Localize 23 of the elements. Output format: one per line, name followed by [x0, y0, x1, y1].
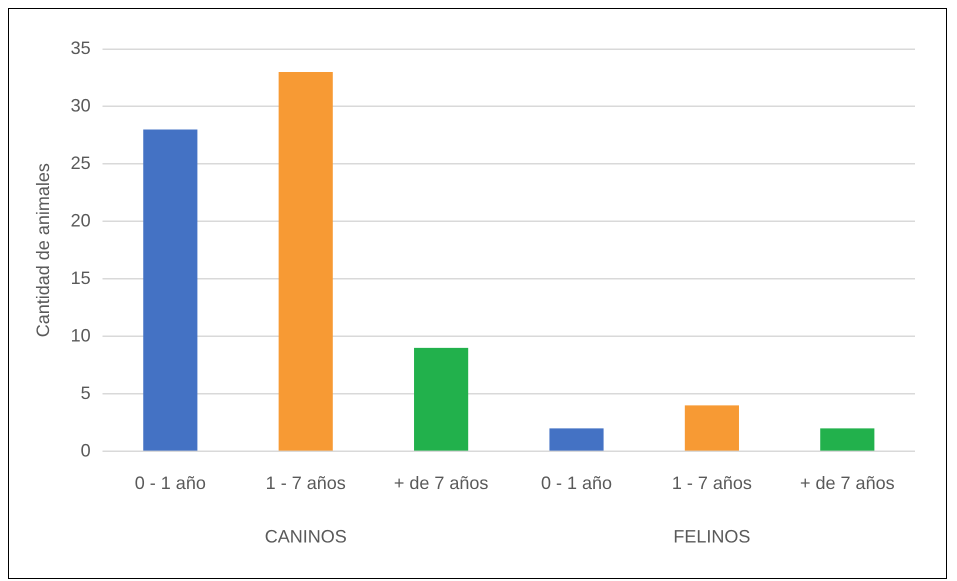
y-tick-label: 30: [70, 95, 91, 116]
text: FELINOS: [673, 526, 750, 546]
y-tick-label: 20: [70, 210, 91, 230]
y-tick-label: 15: [70, 268, 91, 288]
x-tick-label: 1 - 7 años: [672, 473, 752, 494]
y-axis-title: Cantidad de animales: [32, 163, 53, 338]
x-tick-label: 0 - 1 año: [134, 473, 206, 494]
bar: [549, 428, 604, 451]
y-tick-label: 25: [70, 152, 91, 173]
x-tick-label: 0 - 1 año: [540, 473, 612, 494]
y-tick-label: 5: [80, 382, 91, 403]
bar: [143, 129, 198, 451]
bar: [820, 428, 874, 451]
x-tick-label: + de 7 años: [800, 473, 895, 494]
x-tick-label: 1 - 7 años: [266, 473, 346, 494]
bar: [278, 72, 333, 451]
x-tick-label: + de 7 años: [394, 473, 488, 494]
bar: [414, 348, 468, 451]
y-tick-label: 35: [70, 38, 91, 58]
text: CANINOS: [264, 526, 347, 546]
y-tick-label: 0: [80, 440, 91, 460]
bar: [684, 405, 739, 451]
y-tick-label: 10: [70, 325, 91, 346]
